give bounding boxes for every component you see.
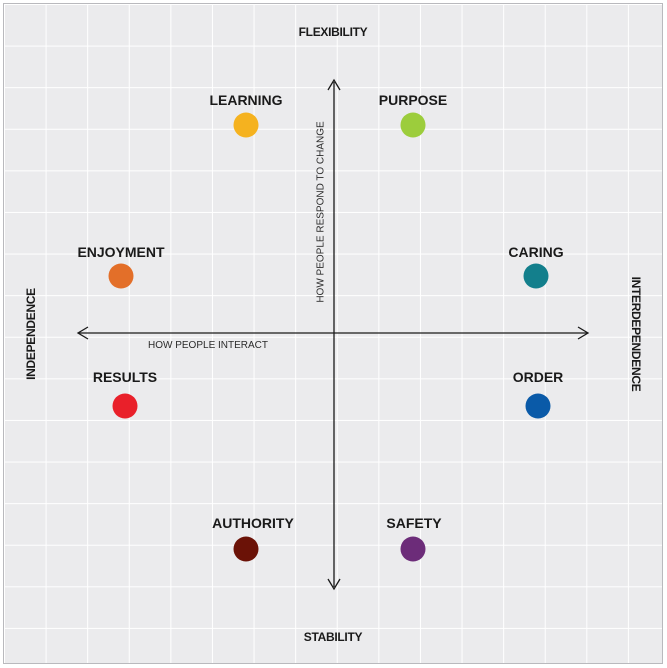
- pole-left: INDEPENDENCE: [24, 288, 38, 380]
- vertical-axis-caption: HOW PEOPLE RESPOND TO CHANGE: [315, 121, 327, 303]
- style-dot-results: [112, 393, 138, 419]
- style-label-authority: AUTHORITY: [212, 515, 294, 531]
- pole-bottom: STABILITY: [303, 630, 363, 644]
- vertical-axis-arrowhead-bottom: [327, 578, 341, 591]
- style-dot-caring: [523, 263, 549, 289]
- style-dot-purpose: [400, 112, 426, 138]
- style-dot-enjoyment: [108, 263, 134, 289]
- style-dot-safety: [400, 536, 426, 562]
- style-label-order: ORDER: [512, 369, 564, 385]
- style-label-safety: SAFETY: [386, 515, 442, 531]
- style-dot-learning: [233, 112, 259, 138]
- style-label-purpose: PURPOSE: [378, 92, 448, 108]
- style-label-results: RESULTS: [92, 369, 158, 385]
- horizontal-axis-arrowhead-left: [76, 326, 89, 340]
- pole-right: INTERDEPENDENCE: [629, 276, 643, 392]
- horizontal-axis-caption: HOW PEOPLE INTERACT: [148, 340, 269, 351]
- style-label-caring: CARING: [508, 244, 564, 260]
- style-label-learning: LEARNING: [209, 92, 283, 108]
- vertical-axis-arrowhead-top: [327, 78, 341, 91]
- style-label-enjoyment: ENJOYMENT: [77, 244, 165, 260]
- horizontal-axis-arrowhead-right: [577, 326, 590, 340]
- style-dot-authority: [233, 536, 259, 562]
- pole-top: FLEXIBILITY: [298, 25, 368, 39]
- style-dot-order: [525, 393, 551, 419]
